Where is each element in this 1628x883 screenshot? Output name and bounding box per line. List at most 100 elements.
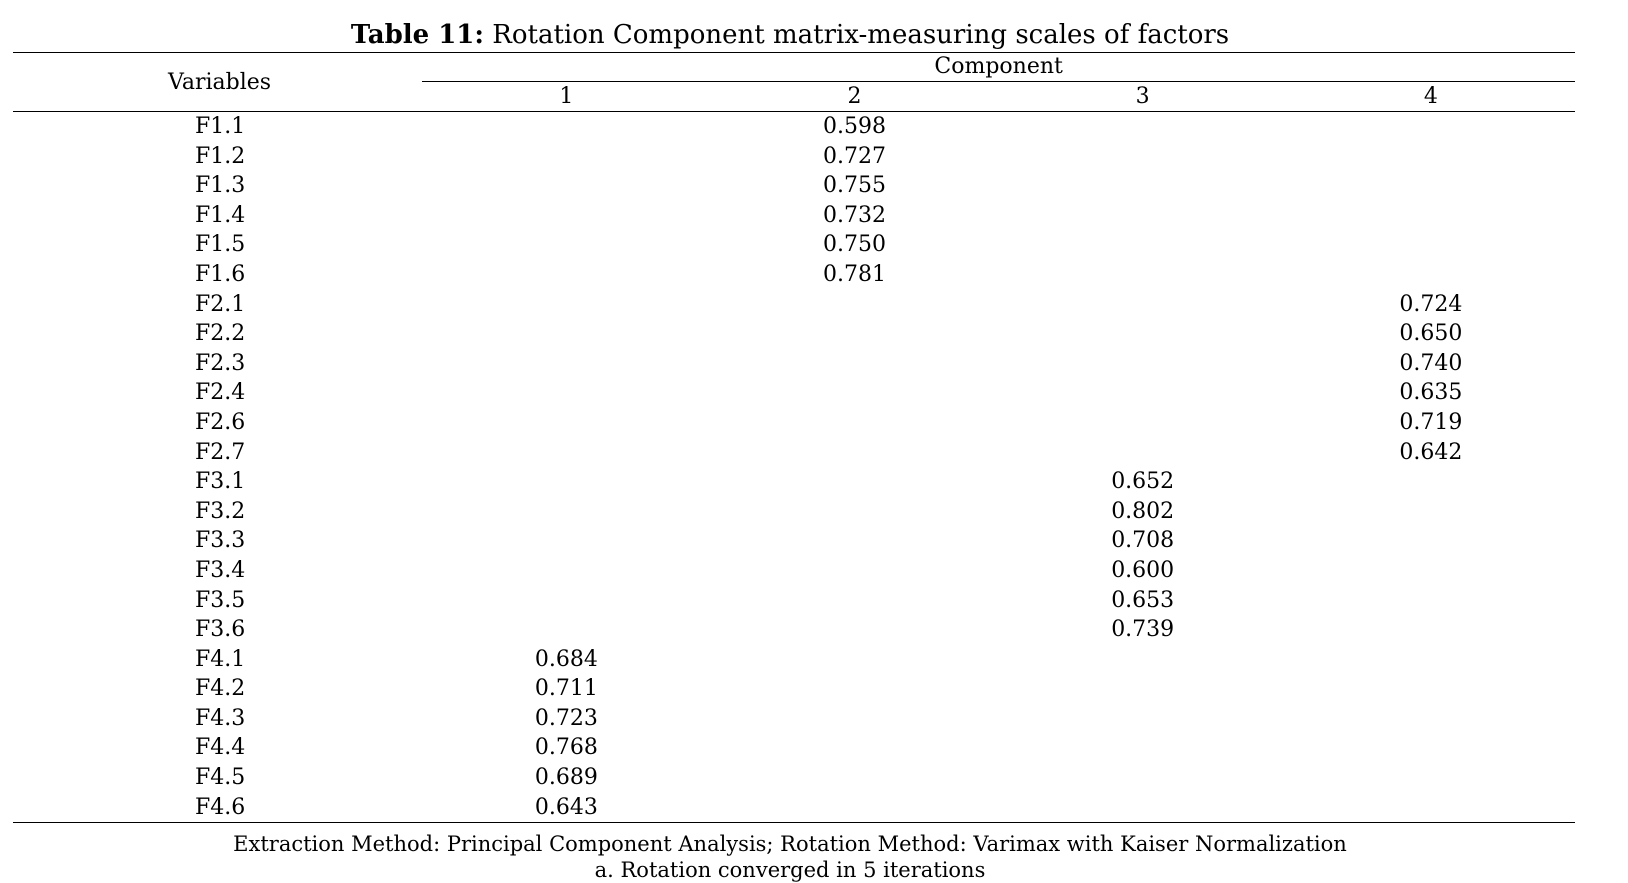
loading-cell xyxy=(1287,171,1575,201)
loading-cell xyxy=(710,438,998,468)
variable-cell: F1.6 xyxy=(195,261,246,287)
loading-cell: 0.732 xyxy=(823,202,886,228)
table-row: F4.3 0.723 xyxy=(13,704,1575,734)
variable-cell: F1.5 xyxy=(195,232,246,258)
loading-cell xyxy=(422,586,710,616)
loading-cell xyxy=(710,763,998,793)
loading-cell xyxy=(998,792,1287,824)
table-row: F3.1 0.652 xyxy=(13,467,1575,497)
loading-cell: 0.727 xyxy=(823,143,886,169)
variable-cell: F2.1 xyxy=(195,291,246,317)
loading-cell xyxy=(999,674,1287,704)
loading-cell xyxy=(710,408,998,438)
loading-cell xyxy=(1287,230,1575,260)
loading-cell: 0.781 xyxy=(823,261,886,287)
loading-cell xyxy=(999,438,1287,468)
loading-cell: 0.723 xyxy=(534,705,598,731)
variables-header: Variables xyxy=(13,52,423,112)
loading-cell xyxy=(422,171,710,201)
loading-cell xyxy=(1287,733,1575,763)
loading-cell xyxy=(1287,556,1575,586)
loading-cell xyxy=(999,260,1287,290)
loading-cell xyxy=(710,349,998,379)
variable-cell: F3.4 xyxy=(195,557,246,583)
loading-cell: 0.635 xyxy=(1399,380,1463,406)
loading-cell: 0.652 xyxy=(1111,469,1175,495)
table-row: F2.2 0.650 xyxy=(13,319,1575,349)
loading-cell xyxy=(710,497,998,527)
loading-cell xyxy=(1287,526,1575,556)
table-title-label: Table 11: xyxy=(350,20,484,50)
loading-cell: 0.740 xyxy=(1399,350,1463,376)
loading-cell xyxy=(710,674,998,704)
variable-cell: F4.4 xyxy=(195,735,246,761)
loading-cell: 0.739 xyxy=(1111,617,1175,643)
loading-cell xyxy=(710,556,998,586)
loading-cell: 0.643 xyxy=(422,792,711,824)
variable-cell: F2.4 xyxy=(195,380,246,406)
table-row: F2.4 0.635 xyxy=(13,378,1575,408)
loading-cell xyxy=(1287,645,1575,675)
table-row: F2.6 0.719 xyxy=(13,408,1575,438)
variable-cell: F4.2 xyxy=(195,676,246,702)
table-row: F1.1 0.598 xyxy=(13,112,1575,142)
loading-cell xyxy=(422,467,710,497)
loading-cell: 0.600 xyxy=(1111,557,1175,583)
variable-cell: F4.1 xyxy=(195,646,246,672)
loading-cell xyxy=(1287,142,1575,172)
loading-cell xyxy=(1287,704,1575,734)
matrix-body: F1.1 0.598 F1.2 0.727 F1.3 0.755 F1.4 0.732 F1.5… xyxy=(13,112,1575,824)
method-footnote: Extraction Method: Principal Component A… xyxy=(233,832,1347,856)
loading-cell xyxy=(422,497,710,527)
loading-cell: 0.642 xyxy=(1399,439,1463,465)
loading-cell xyxy=(1287,260,1575,290)
variable-cell: F2.2 xyxy=(195,321,246,347)
loading-cell xyxy=(999,201,1287,231)
table-row: F3.2 0.802 xyxy=(13,497,1575,527)
variable-cell: F3.1 xyxy=(195,469,246,495)
loading-cell xyxy=(422,526,710,556)
component-number: 3 xyxy=(998,81,1287,112)
loading-cell xyxy=(1287,763,1575,793)
component-number: 4 xyxy=(1286,81,1575,112)
component-header: Component xyxy=(422,52,1575,82)
variable-cell: F1.1 xyxy=(195,114,246,139)
loading-cell xyxy=(999,704,1287,734)
loading-cell xyxy=(422,615,710,645)
table-title-text: Rotation Component matrix-measuring scal… xyxy=(492,20,1230,50)
loading-cell: 0.684 xyxy=(534,646,598,672)
variable-cell: F1.2 xyxy=(195,143,246,169)
loading-cell: 0.750 xyxy=(823,232,886,258)
loading-cell xyxy=(710,467,998,497)
component-number: 2 xyxy=(710,81,999,112)
loading-cell xyxy=(999,142,1287,172)
loading-cell xyxy=(422,438,710,468)
loading-cell xyxy=(710,733,998,763)
loading-cell: 0.755 xyxy=(823,173,886,199)
loading-cell xyxy=(999,763,1287,793)
table-row: F1.5 0.750 xyxy=(13,230,1575,260)
variable-cell: F2.6 xyxy=(195,409,246,435)
loading-cell xyxy=(422,319,710,349)
variable-cell: F3.6 xyxy=(195,617,246,643)
table-row: F4.1 0.684 xyxy=(13,645,1575,675)
loading-cell xyxy=(422,230,710,260)
loading-cell: 0.598 xyxy=(823,114,886,139)
loading-cell: 0.719 xyxy=(1399,409,1463,435)
loading-cell: 0.689 xyxy=(534,765,598,791)
loading-cell: 0.768 xyxy=(534,735,598,761)
loading-cell xyxy=(710,290,998,320)
table-row: F2.7 0.642 xyxy=(13,438,1575,468)
variable-cell: F1.4 xyxy=(195,202,246,228)
loading-cell xyxy=(999,230,1287,260)
loading-cell xyxy=(1287,497,1575,527)
loading-cell xyxy=(1287,201,1575,231)
loading-cell: 0.650 xyxy=(1399,321,1463,347)
table-row: F3.4 0.600 xyxy=(13,556,1575,586)
table-row: F4.5 0.689 xyxy=(13,763,1575,793)
loading-cell xyxy=(710,704,998,734)
table-row: F1.6 0.781 xyxy=(13,260,1575,290)
loading-cell xyxy=(422,556,710,586)
variable-cell: F1.3 xyxy=(195,173,246,199)
variable-cell: F3.2 xyxy=(195,498,246,524)
